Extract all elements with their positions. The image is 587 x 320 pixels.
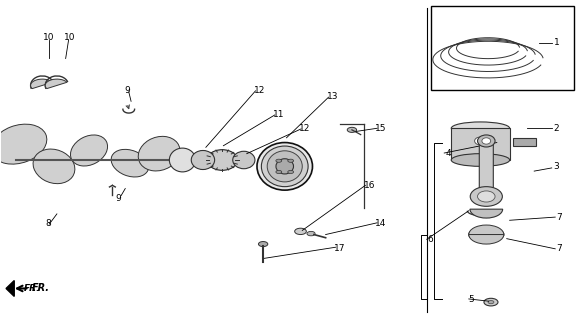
Polygon shape <box>6 281 14 296</box>
Text: 13: 13 <box>328 92 339 101</box>
Text: 16: 16 <box>363 181 375 190</box>
Circle shape <box>348 127 356 132</box>
Bar <box>512 138 536 146</box>
Circle shape <box>484 298 498 306</box>
Circle shape <box>276 170 282 173</box>
Text: 1: 1 <box>554 38 559 47</box>
Wedge shape <box>469 235 504 244</box>
Text: 15: 15 <box>375 124 387 133</box>
Ellipse shape <box>451 154 510 166</box>
Text: FR.: FR. <box>32 284 50 293</box>
Ellipse shape <box>70 135 107 166</box>
Text: 17: 17 <box>335 244 346 253</box>
Circle shape <box>276 159 282 162</box>
Wedge shape <box>469 225 504 235</box>
Ellipse shape <box>482 138 491 144</box>
Circle shape <box>488 300 494 304</box>
Polygon shape <box>479 140 493 196</box>
Text: 3: 3 <box>554 162 559 171</box>
Bar <box>431 6 574 90</box>
Circle shape <box>295 228 306 235</box>
Wedge shape <box>31 79 52 89</box>
Text: 11: 11 <box>273 109 285 118</box>
Wedge shape <box>470 209 502 218</box>
Ellipse shape <box>191 150 215 170</box>
Circle shape <box>288 159 294 162</box>
FancyArrowPatch shape <box>126 105 129 108</box>
Ellipse shape <box>111 149 149 177</box>
Circle shape <box>307 231 315 236</box>
Ellipse shape <box>170 148 195 172</box>
Ellipse shape <box>478 191 495 202</box>
Wedge shape <box>45 79 67 89</box>
Ellipse shape <box>267 151 302 182</box>
Ellipse shape <box>257 142 312 190</box>
Text: 10: 10 <box>43 33 55 42</box>
Circle shape <box>288 170 294 173</box>
Text: 7: 7 <box>556 244 562 253</box>
Text: 14: 14 <box>375 219 387 228</box>
Ellipse shape <box>0 124 47 164</box>
Ellipse shape <box>478 135 495 147</box>
Ellipse shape <box>475 137 486 145</box>
Text: 7: 7 <box>556 212 562 222</box>
Text: 6: 6 <box>428 235 434 244</box>
Ellipse shape <box>138 136 180 171</box>
Text: 12: 12 <box>299 124 311 133</box>
Ellipse shape <box>207 150 237 170</box>
Text: 9: 9 <box>124 86 130 95</box>
Text: 9: 9 <box>115 194 121 203</box>
Text: 10: 10 <box>64 33 75 42</box>
Ellipse shape <box>33 149 75 184</box>
Text: 12: 12 <box>254 86 265 95</box>
Ellipse shape <box>232 151 255 169</box>
Text: 2: 2 <box>554 124 559 133</box>
Ellipse shape <box>451 122 510 135</box>
Text: 4: 4 <box>446 149 451 158</box>
Ellipse shape <box>470 187 502 206</box>
Text: 8: 8 <box>45 219 51 228</box>
Ellipse shape <box>276 159 294 174</box>
Circle shape <box>258 242 268 247</box>
Bar <box>451 128 510 160</box>
Text: 5: 5 <box>469 295 474 304</box>
Text: FR.: FR. <box>23 284 40 293</box>
Ellipse shape <box>261 146 308 187</box>
